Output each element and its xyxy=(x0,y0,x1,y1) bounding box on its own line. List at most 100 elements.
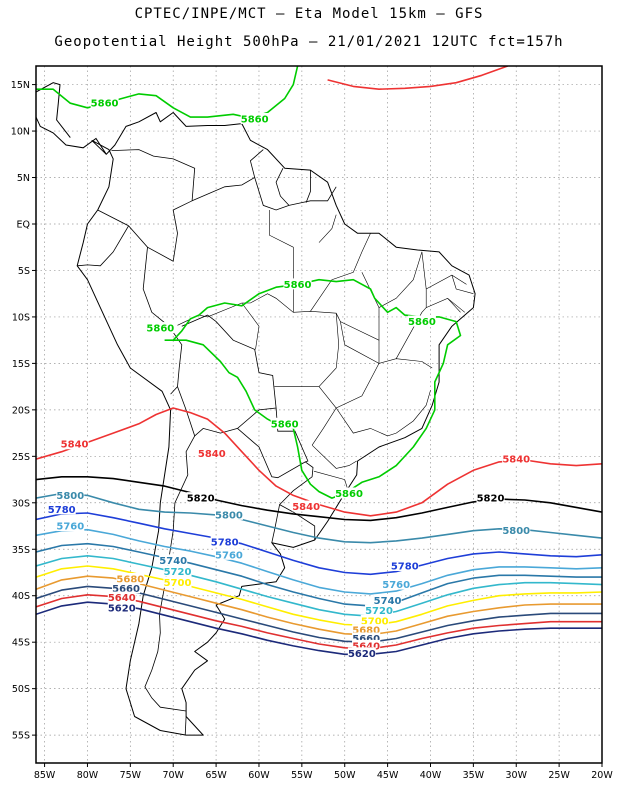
contour-label: 5660 xyxy=(352,634,380,645)
contour-label-bg xyxy=(197,447,226,459)
contour-label-bg xyxy=(240,112,269,124)
contour-label-bg xyxy=(107,601,136,613)
contour-label-bg xyxy=(407,315,436,327)
state-border xyxy=(311,444,357,469)
contour-label: 5800 xyxy=(56,491,84,502)
contour-label: 5800 xyxy=(215,510,243,521)
state-border xyxy=(426,274,467,290)
contour-label: 5860 xyxy=(271,419,299,430)
country-border xyxy=(184,716,187,736)
contour-label: 5860 xyxy=(284,280,312,291)
country-border xyxy=(97,149,196,262)
lon-tick-label: 75W xyxy=(120,770,142,781)
contour-label-bg xyxy=(373,594,402,606)
state-border xyxy=(177,293,345,345)
country-border xyxy=(177,314,277,437)
contour-label-bg xyxy=(270,417,299,429)
contour-label-bg xyxy=(56,520,85,532)
lat-tick-label: 15S xyxy=(12,359,30,370)
contour-label-bg xyxy=(214,548,243,560)
lon-tick-label: 30W xyxy=(506,770,528,781)
contour-label: 5760 xyxy=(215,550,243,561)
contour-label-bg xyxy=(107,591,136,603)
contour-label: 5840 xyxy=(198,449,226,460)
state-border xyxy=(274,313,340,387)
lon-tick-label: 80W xyxy=(77,770,99,781)
contour-label-bg xyxy=(352,639,381,651)
contour-label-bg xyxy=(283,278,312,290)
contour-label: 5820 xyxy=(187,494,215,505)
lon-tick-label: 70W xyxy=(162,770,184,781)
state-border xyxy=(311,386,337,446)
state-border xyxy=(318,214,337,243)
contour-label-bg xyxy=(352,624,381,636)
contour-label: 5860 xyxy=(335,489,363,500)
state-border xyxy=(378,358,433,369)
country-border xyxy=(271,504,280,543)
contour-label: 5840 xyxy=(292,502,320,513)
contour-label-bg xyxy=(112,582,141,594)
state-border xyxy=(241,302,260,350)
contour-label-bg xyxy=(214,508,243,520)
state-border xyxy=(310,233,371,312)
lon-tick-label: 50W xyxy=(334,770,356,781)
country-border xyxy=(278,461,316,540)
contour-5740 xyxy=(36,542,602,607)
contour-label-bg xyxy=(292,500,321,512)
lon-tick-label: 25W xyxy=(548,770,570,781)
contour-label: 5780 xyxy=(48,505,76,516)
lat-tick-label: 5N xyxy=(17,173,30,184)
contour-label-bg xyxy=(347,647,376,659)
contour-label-bg xyxy=(382,578,411,590)
contour-label: 5760 xyxy=(56,522,84,533)
contour-label-bg xyxy=(390,559,419,571)
country-border xyxy=(275,168,290,206)
contour-label-bg xyxy=(352,632,381,644)
state-border xyxy=(451,275,474,294)
contour-5840 xyxy=(36,407,602,517)
contour-label-bg xyxy=(56,489,85,501)
country-border xyxy=(254,177,337,211)
contour-label: 5800 xyxy=(502,526,530,537)
contour-label-bg xyxy=(146,322,175,334)
contour-label-bg xyxy=(502,453,531,465)
contour-label-bg xyxy=(60,438,89,450)
central-america-coast xyxy=(36,82,71,138)
lat-tick-label: 15N xyxy=(11,80,30,91)
contour-label: 5720 xyxy=(365,606,393,617)
contour-label-bg xyxy=(360,614,389,626)
contour-label: 5840 xyxy=(61,440,89,451)
lat-tick-label: 25S xyxy=(12,452,30,463)
state-border xyxy=(378,251,423,341)
lat-tick-label: 10N xyxy=(11,127,30,138)
map-title-line-2: Geopotential Height 500hPa – 21/01/2021 … xyxy=(54,34,564,50)
lat-tick-label: 5S xyxy=(18,266,30,277)
contour-label: 5740 xyxy=(159,556,187,567)
contour-label: 5620 xyxy=(348,649,376,660)
axis-ticks: 15N 10N 5N EQ 5S 10S 15S 20S 25S 30S 35S 40S 45S 50S 5… xyxy=(11,80,614,781)
country-border xyxy=(77,225,129,267)
lat-tick-label: 10S xyxy=(12,312,30,323)
central-america-coast xyxy=(36,116,107,155)
state-border xyxy=(447,298,461,313)
contour-label-bg xyxy=(116,572,145,584)
lon-tick-label: 65W xyxy=(205,770,227,781)
lat-tick-label: 50S xyxy=(12,684,30,695)
contour-label: 5860 xyxy=(408,317,436,328)
contour-label: 5780 xyxy=(211,537,239,548)
country-border xyxy=(237,407,309,479)
contour-label: 5820 xyxy=(477,494,505,505)
contour-label-bg xyxy=(335,487,364,499)
contour-label: 5620 xyxy=(108,603,136,614)
contour-5760 xyxy=(36,528,602,595)
lat-tick-label: 40S xyxy=(12,591,30,602)
country-border xyxy=(191,149,264,202)
state-border xyxy=(421,251,427,308)
contour-label: 5680 xyxy=(116,574,144,585)
contour-label: 5680 xyxy=(352,626,380,637)
contour-5780 xyxy=(36,512,602,576)
contour-label: 5660 xyxy=(112,584,140,595)
contour-label-bg xyxy=(365,604,394,616)
contour-label: 5860 xyxy=(146,324,174,335)
